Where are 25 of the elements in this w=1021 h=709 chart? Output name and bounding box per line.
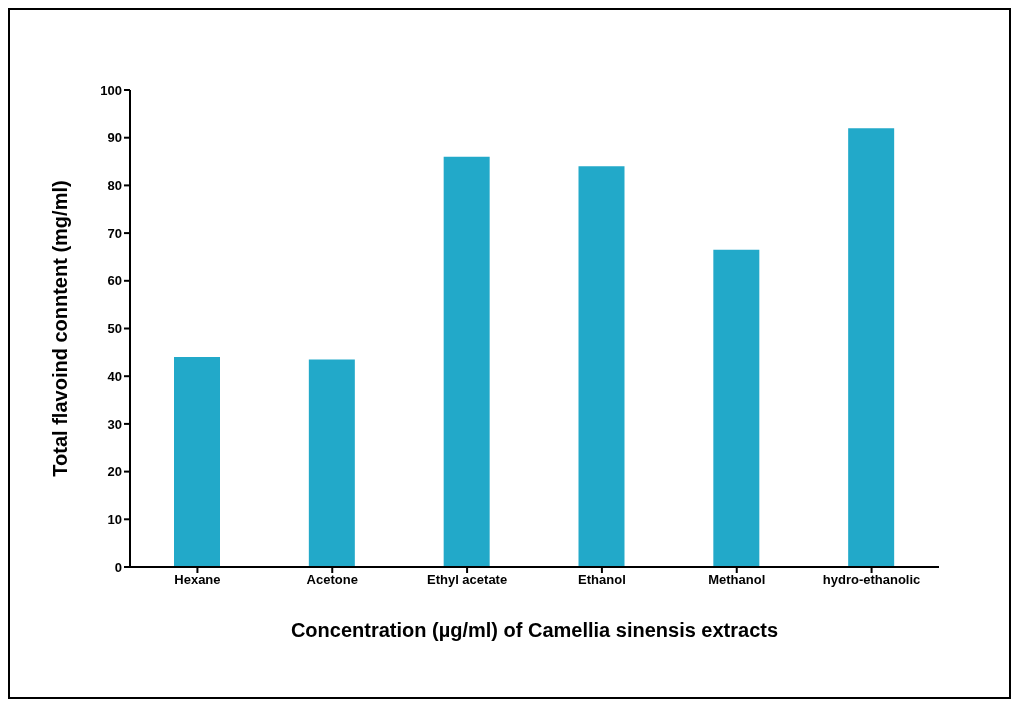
- y-axis-title: Total flavoind conntent (mg/ml): [49, 180, 72, 477]
- y-tick-label: 10: [107, 511, 122, 527]
- x-tick-label: Acetone: [306, 572, 358, 588]
- y-tick-label: 90: [107, 130, 122, 146]
- x-axis-title: Concentration (µg/ml) of Camellia sinensis extracts: [290, 619, 779, 641]
- bar: [308, 359, 355, 567]
- x-tick-label: Methanol: [708, 572, 766, 588]
- y-tick-label: 30: [107, 416, 122, 432]
- bar: [578, 166, 625, 567]
- y-tick-label: 40: [107, 368, 122, 384]
- x-tick-label: Ethanol: [578, 572, 626, 588]
- bar: [443, 156, 490, 567]
- bar: [174, 357, 220, 567]
- y-tick-label: 0: [114, 559, 122, 575]
- y-tick-label: 100: [100, 82, 122, 98]
- x-tick-label: hydro-ethanolic: [822, 572, 921, 588]
- y-tick-label: 60: [107, 273, 122, 289]
- y-tick-label: 70: [107, 225, 122, 241]
- x-tick-label: Ethyl acetate: [426, 572, 508, 588]
- y-tick-label: 80: [107, 178, 122, 194]
- bar: [848, 128, 895, 567]
- bar: [713, 249, 760, 567]
- x-tick-label: Hexane: [174, 572, 221, 588]
- y-tick-label: 20: [107, 464, 122, 480]
- y-tick-label: 50: [107, 321, 122, 337]
